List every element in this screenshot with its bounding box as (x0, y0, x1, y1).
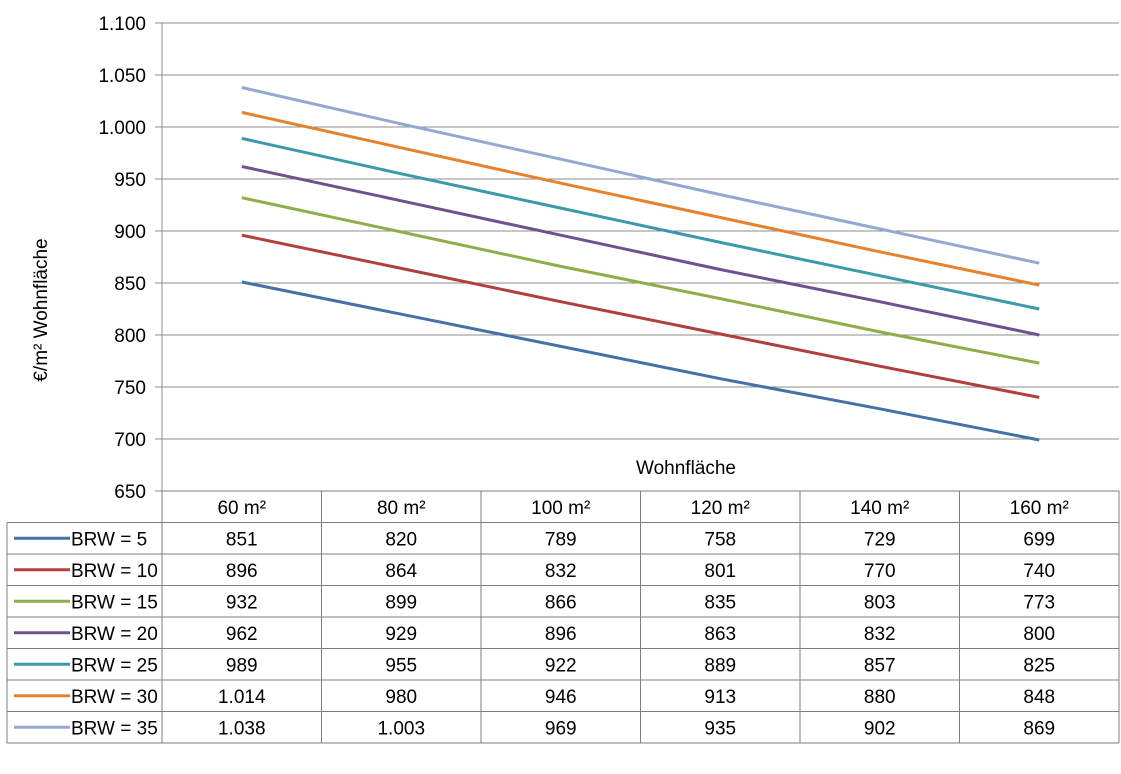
x-category-label: 60 m² (217, 498, 266, 519)
y-tick-label: 950 (114, 170, 146, 191)
y-tick-label: 1.100 (98, 14, 146, 35)
table-cell-value: 955 (385, 655, 417, 676)
table-cell-value: 896 (545, 624, 577, 645)
gridlines (162, 22, 1119, 440)
table-cell-value: 889 (704, 655, 736, 676)
legend-label: BRW = 15 (71, 592, 158, 613)
y-axis-title: €/m² Wohnfläche (31, 238, 52, 381)
series-line (241, 280, 1040, 442)
y-tick-label: 800 (114, 326, 146, 347)
table-cell-value: 848 (1023, 687, 1055, 708)
y-tick-label: 900 (114, 222, 146, 243)
y-tick-label: 850 (114, 274, 146, 295)
table-cell-value: 825 (1023, 655, 1055, 676)
table-cell-value: 801 (704, 561, 736, 582)
table-cell-value: 969 (545, 718, 577, 739)
table-cell-value: 880 (864, 687, 896, 708)
x-category-label: 160 m² (1010, 498, 1069, 519)
table-cell-value: 989 (226, 655, 258, 676)
legend-label: BRW = 20 (71, 624, 158, 645)
series-line (241, 196, 1040, 365)
legend-label: BRW = 25 (71, 655, 158, 676)
table-cell-value: 913 (704, 687, 736, 708)
legend-label: BRW = 5 (71, 529, 147, 550)
x-axis-title: Wohnfläche (636, 458, 736, 479)
table-cell-value: 800 (1023, 624, 1055, 645)
x-category-label: 140 m² (850, 498, 909, 519)
legend-label: BRW = 30 (71, 687, 158, 708)
table-cell-value: 962 (226, 624, 258, 645)
series-line (241, 110, 1040, 287)
table-cell-value: 729 (864, 529, 896, 550)
table-cell-value: 770 (864, 561, 896, 582)
table-cell-value: 929 (385, 624, 417, 645)
table-cell-value: 699 (1023, 529, 1055, 550)
table-cell-value: 740 (1023, 561, 1055, 582)
table-cell-value: 851 (226, 529, 258, 550)
table-cell-value: 932 (226, 592, 258, 613)
table-cell-value: 863 (704, 624, 736, 645)
table-cell-value: 835 (704, 592, 736, 613)
series-line (241, 86, 1040, 265)
data-table: 60 m² 80 m² 100 m² 120 m² 140 m² 160 m² BRW = … (6, 490, 1120, 744)
y-tick-label: 700 (114, 430, 146, 451)
y-tick-label: 1.000 (98, 118, 146, 139)
legend-label: BRW = 10 (71, 561, 158, 582)
series-line (241, 165, 1040, 337)
table-cell-value: 935 (704, 718, 736, 739)
table-cell-value: 820 (385, 529, 417, 550)
table-cell-value: 1.038 (218, 718, 266, 739)
x-category-label: 80 m² (377, 498, 426, 519)
table-cell-value: 980 (385, 687, 417, 708)
table-cell-value: 832 (545, 561, 577, 582)
x-category-label: 120 m² (691, 498, 750, 519)
table-cell-value: 773 (1023, 592, 1055, 613)
y-tick-label: 1.050 (98, 66, 146, 87)
table-cell-value: 803 (864, 592, 896, 613)
y-axis: 650 700 750 800 850 900 950 1.000 1.050 1.100 (98, 14, 163, 503)
table-cell-value: 789 (545, 529, 577, 550)
table-cell-value: 857 (864, 655, 896, 676)
table-cell-value: 899 (385, 592, 417, 613)
legend-label: BRW = 35 (71, 718, 158, 739)
table-cell-value: 922 (545, 655, 577, 676)
table-cell-value: 902 (864, 718, 896, 739)
series-line (241, 233, 1040, 399)
table-cell-value: 758 (704, 529, 736, 550)
x-category-label: 100 m² (531, 498, 590, 519)
table-cell-value: 1.003 (377, 718, 425, 739)
table-cell-value: 864 (385, 561, 417, 582)
series-line (241, 136, 1040, 311)
series-lines (241, 86, 1040, 442)
table-cell-value: 869 (1023, 718, 1055, 739)
table-cell-value: 946 (545, 687, 577, 708)
table-cell-value: 832 (864, 624, 896, 645)
table-cell-value: 866 (545, 592, 577, 613)
y-tick-label: 650 (114, 482, 146, 503)
table-cell-value: 896 (226, 561, 258, 582)
table-cell-value: 1.014 (218, 687, 266, 708)
y-tick-label: 750 (114, 378, 146, 399)
